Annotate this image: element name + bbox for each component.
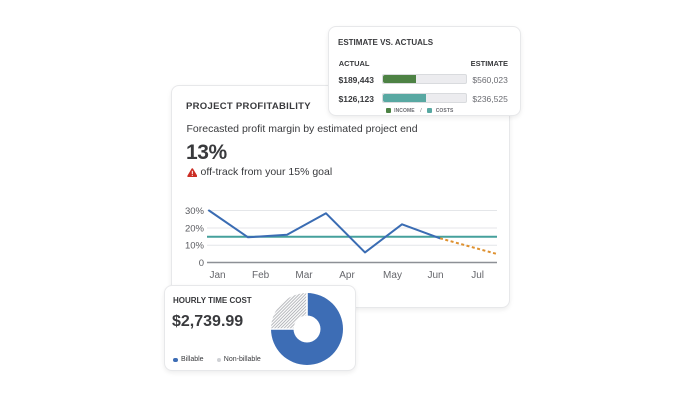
svg-text:Jan: Jan: [209, 270, 225, 281]
svg-text:Mar: Mar: [295, 270, 313, 281]
svg-text:0: 0: [199, 258, 204, 269]
svg-text:20%: 20%: [185, 223, 205, 234]
svg-text:May: May: [383, 270, 402, 281]
svg-text:30%: 30%: [185, 206, 205, 217]
svg-text:10%: 10%: [185, 241, 205, 252]
svg-text:Apr: Apr: [339, 270, 355, 281]
svg-text:Jul: Jul: [471, 270, 484, 281]
svg-text:Feb: Feb: [252, 270, 270, 281]
svg-text:Jun: Jun: [427, 270, 443, 281]
